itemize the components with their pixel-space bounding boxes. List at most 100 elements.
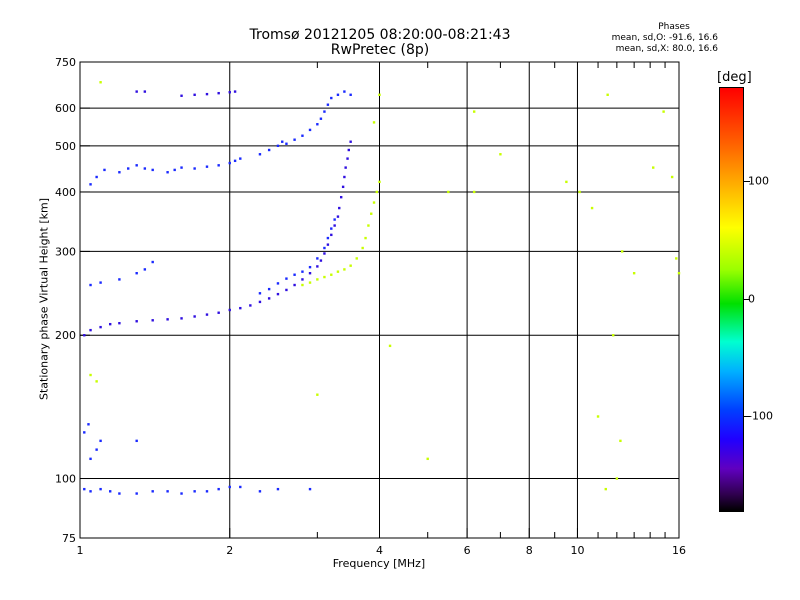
data-point xyxy=(89,490,92,493)
data-point xyxy=(95,380,98,383)
data-point xyxy=(99,81,102,84)
data-point xyxy=(276,292,280,296)
x-tick-label: 16 xyxy=(672,544,686,557)
data-point xyxy=(118,492,121,495)
data-point xyxy=(323,246,326,250)
data-point xyxy=(367,224,370,227)
data-point xyxy=(258,292,262,295)
chart-title-line1: Tromsø 20121205 08:20:00-08:21:43 xyxy=(249,27,511,43)
data-point xyxy=(323,252,326,255)
data-point xyxy=(343,268,346,271)
data-point xyxy=(151,168,154,172)
data-point xyxy=(108,322,112,326)
series-o-mode-440-km-band xyxy=(89,157,242,186)
data-point xyxy=(108,490,112,493)
data-point xyxy=(316,257,319,260)
data-point xyxy=(228,161,231,165)
data-point xyxy=(308,128,312,132)
data-point xyxy=(349,93,352,96)
x-tick-label: 10 xyxy=(570,544,584,557)
y-tick-label: 300 xyxy=(55,245,76,258)
data-point xyxy=(301,283,304,287)
data-point xyxy=(118,278,121,281)
data-point xyxy=(205,313,209,316)
plot-frame xyxy=(79,61,680,539)
data-point xyxy=(151,260,154,264)
data-point xyxy=(267,287,271,291)
data-point xyxy=(330,227,333,230)
data-point xyxy=(276,487,280,491)
phase-summary-x-mode: mean, sd,X: 80.0, 16.6 xyxy=(615,44,718,54)
data-point xyxy=(173,168,176,172)
data-point xyxy=(228,91,231,94)
data-point xyxy=(83,487,86,491)
data-point xyxy=(338,206,341,210)
y-tick-label: 500 xyxy=(55,140,76,153)
data-point xyxy=(193,93,196,96)
colorbar-tick xyxy=(743,416,750,417)
phase-summary-heading: Phases xyxy=(658,22,690,32)
data-point xyxy=(99,281,102,284)
data-point xyxy=(249,304,252,307)
series-o-mode-630-km-band xyxy=(135,90,237,97)
data-point xyxy=(472,190,476,194)
data-point xyxy=(151,319,154,322)
series-x-mode xyxy=(301,93,381,287)
data-point xyxy=(372,121,376,124)
data-point xyxy=(217,164,220,167)
data-point xyxy=(301,278,304,281)
data-point xyxy=(308,281,312,284)
data-point xyxy=(285,142,288,145)
y-tick-label: 400 xyxy=(55,186,76,199)
data-point xyxy=(472,110,476,113)
data-point xyxy=(293,138,296,141)
data-point xyxy=(316,265,319,268)
data-point xyxy=(193,167,196,170)
data-point xyxy=(281,140,284,143)
data-point xyxy=(99,325,102,329)
y-tick-label: 750 xyxy=(55,56,76,69)
data-point xyxy=(89,457,92,461)
colorbar-tick-label: 100 xyxy=(748,174,769,188)
data-point xyxy=(135,272,138,275)
data-point xyxy=(180,317,183,320)
data-point xyxy=(228,485,231,489)
data-point xyxy=(578,190,581,194)
y-tick-label: 100 xyxy=(55,473,76,486)
data-point xyxy=(378,180,381,184)
data-point xyxy=(143,167,147,170)
data-point xyxy=(135,492,138,495)
data-point xyxy=(330,96,333,100)
data-point xyxy=(301,270,304,273)
data-point xyxy=(330,273,333,276)
phase-colorbar xyxy=(719,87,744,512)
data-point xyxy=(276,282,280,285)
data-point xyxy=(267,148,271,152)
data-point xyxy=(180,94,183,97)
data-point xyxy=(316,278,319,281)
data-point xyxy=(670,175,674,179)
data-point xyxy=(180,166,183,169)
data-point xyxy=(258,490,262,493)
series-o-mode-upper-trace xyxy=(89,218,336,295)
data-point xyxy=(205,165,209,168)
data-point xyxy=(316,393,319,396)
y-tick-label: 75 xyxy=(62,532,76,545)
data-point xyxy=(285,277,288,280)
x-tick-label: 2 xyxy=(226,544,233,557)
data-point xyxy=(620,250,624,253)
phase-summary-o-mode: mean, sd,O: -91.6, 16.6 xyxy=(611,33,718,43)
data-point xyxy=(343,90,346,93)
data-point xyxy=(308,487,312,491)
data-point xyxy=(118,171,121,174)
data-point xyxy=(372,201,376,204)
colorbar-tick-label: -100 xyxy=(748,409,773,423)
y-tick-label: 200 xyxy=(55,329,76,342)
data-point xyxy=(83,431,86,434)
data-point xyxy=(127,167,130,170)
data-point xyxy=(662,110,665,113)
phase-summary: Phases mean, sd,O: -91.6, 16.6 mean, sd,… xyxy=(590,22,718,55)
data-point xyxy=(180,492,183,495)
data-point xyxy=(677,272,681,275)
data-point xyxy=(135,320,138,323)
